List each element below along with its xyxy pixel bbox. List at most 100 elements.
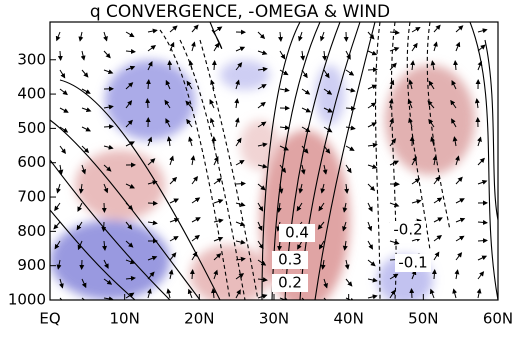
wind-vector (126, 51, 135, 52)
wind-vector (236, 183, 245, 184)
wind-vector (390, 203, 398, 206)
contour-label: 0.4 (285, 224, 309, 242)
wind-vector (192, 252, 197, 260)
wind-vector (368, 123, 376, 127)
wind-vector (456, 253, 461, 260)
wind-vector (477, 99, 478, 108)
x-tick-label: 20N (184, 310, 214, 328)
wind-vector (302, 108, 310, 112)
wind-vector (346, 279, 352, 286)
wind-vector (60, 165, 62, 174)
wind-vector (412, 61, 413, 70)
wind-vector (456, 26, 463, 32)
wind-vector (431, 290, 434, 298)
wind-vector (55, 203, 60, 210)
x-tick-label: 50N (408, 310, 438, 328)
wind-vector (434, 218, 442, 222)
wind-vector (170, 219, 178, 222)
wind-vector (104, 70, 112, 73)
wind-vector (455, 61, 456, 70)
wind-vector (368, 184, 374, 190)
wind-vector (148, 30, 157, 32)
wind-vector (280, 32, 281, 41)
wind-vector (192, 156, 194, 165)
x-tick-label: 60N (483, 310, 513, 328)
wind-vector (456, 236, 464, 241)
wind-vector (390, 32, 399, 33)
wind-vector (60, 108, 68, 112)
wind-vector (412, 27, 420, 32)
wind-vector (478, 62, 481, 70)
wind-vector (258, 51, 267, 54)
wind-vector (299, 32, 302, 41)
wind-vector (478, 272, 483, 279)
wind-vector (214, 200, 223, 203)
wind-vector (321, 32, 324, 40)
wind-vector (324, 298, 330, 304)
wind-vector (170, 156, 173, 165)
wind-vector (456, 270, 458, 279)
wind-vector (456, 43, 459, 51)
wind-vector (60, 146, 65, 153)
y-tick-label: 500 (17, 119, 46, 137)
wind-vector (60, 70, 65, 78)
wind-vector (168, 289, 170, 298)
wind-vector (478, 240, 487, 241)
wind-vector (390, 63, 396, 70)
wind-vector (189, 137, 192, 146)
wind-vector (346, 165, 351, 172)
wind-vector (478, 45, 485, 51)
wind-vector (80, 32, 82, 41)
wind-vector (192, 270, 193, 279)
wind-vector (54, 222, 60, 229)
wind-vector (302, 70, 307, 77)
wind-vector (170, 253, 176, 260)
wind-vector (60, 89, 67, 94)
wind-vector (368, 145, 377, 146)
wind-vector (346, 89, 355, 91)
wind-vector (236, 241, 245, 243)
wind-vector (236, 47, 244, 51)
wind-vector (368, 296, 377, 298)
wind-vector (434, 25, 440, 32)
wind-vector (148, 222, 157, 223)
wind-vector (57, 184, 60, 193)
plot-area: 0.40.30.2-0.2-0.1 (50, 22, 498, 310)
wind-vector (170, 199, 178, 203)
wind-vector (368, 51, 376, 55)
wind-vector (478, 137, 481, 146)
y-tick-label: 900 (17, 256, 46, 274)
wind-vector (192, 218, 200, 222)
wind-vector (60, 51, 61, 60)
wind-vector (346, 260, 348, 269)
wind-vector (478, 289, 480, 298)
wind-vector (169, 137, 170, 146)
wind-vector (324, 51, 325, 60)
wind-vector (210, 100, 214, 108)
y-tick-label: 800 (17, 222, 46, 240)
wind-vector (214, 238, 222, 241)
wind-vector (82, 70, 88, 77)
contour-label: -0.2 (393, 221, 422, 239)
wind-vector (192, 198, 199, 203)
wind-vector (126, 32, 134, 37)
wind-vector (170, 178, 176, 184)
wind-vector (411, 289, 412, 298)
wind-vector (368, 222, 371, 230)
wind-vector (302, 51, 303, 60)
wind-vector (390, 48, 398, 51)
wind-vector (170, 270, 172, 279)
wind-vector (280, 51, 285, 59)
wind-vector (104, 32, 107, 41)
wind-vector (236, 161, 244, 165)
wind-vector (214, 220, 223, 222)
x-tick-label: 30N (259, 310, 289, 328)
wind-vector (346, 146, 354, 150)
wind-vector (192, 25, 198, 32)
wind-vector (187, 120, 192, 127)
wind-vector (214, 43, 219, 51)
wind-vector (434, 198, 441, 203)
wind-vector (192, 236, 199, 241)
wind-vector (412, 179, 419, 184)
